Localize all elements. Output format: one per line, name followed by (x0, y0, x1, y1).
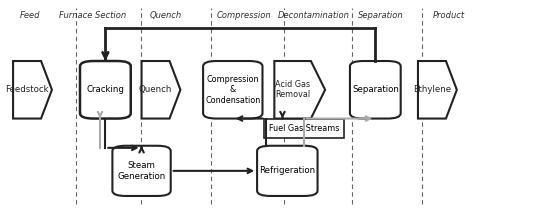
Text: Feed: Feed (20, 11, 41, 20)
Bar (264, 119, 344, 138)
FancyBboxPatch shape (350, 61, 401, 119)
Polygon shape (13, 61, 52, 119)
Text: Separation: Separation (359, 11, 404, 20)
Text: Refrigeration: Refrigeration (259, 166, 315, 175)
Polygon shape (418, 61, 457, 119)
Text: Compression
&
Condensation: Compression & Condensation (205, 75, 260, 105)
Polygon shape (141, 61, 180, 119)
Text: Feedstock: Feedstock (6, 85, 49, 94)
Text: Separation: Separation (352, 85, 399, 94)
FancyBboxPatch shape (203, 61, 262, 119)
FancyBboxPatch shape (80, 61, 131, 119)
FancyBboxPatch shape (112, 146, 170, 196)
Text: Fuel Gas Streams: Fuel Gas Streams (269, 124, 339, 133)
Text: Quench: Quench (149, 11, 182, 20)
Text: Ethylene: Ethylene (413, 85, 451, 94)
FancyBboxPatch shape (257, 146, 317, 196)
Text: Product: Product (433, 11, 465, 20)
Text: Compression: Compression (216, 11, 271, 20)
Text: Cracking: Cracking (86, 85, 124, 94)
Polygon shape (274, 61, 325, 119)
Text: Decontamination: Decontamination (278, 11, 350, 20)
Text: Quench: Quench (139, 85, 172, 94)
Text: Furnace Section: Furnace Section (59, 11, 126, 20)
Text: Steam
Generation: Steam Generation (118, 161, 166, 181)
Text: Acid Gas
Removal: Acid Gas Removal (275, 80, 310, 99)
